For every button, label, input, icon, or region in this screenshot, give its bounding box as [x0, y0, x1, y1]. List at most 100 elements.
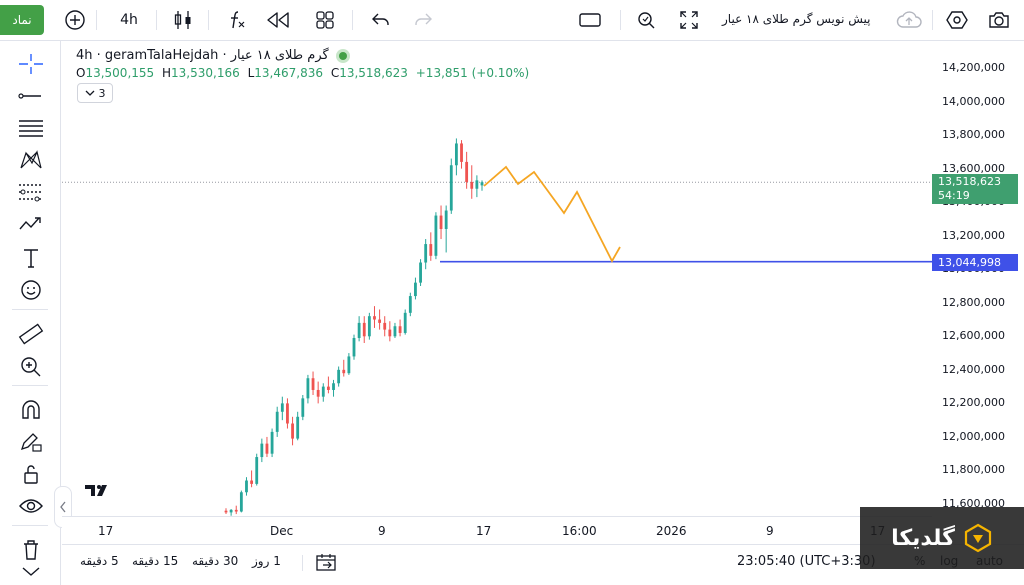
plus-circle-icon [65, 10, 85, 30]
candles-icon [174, 11, 191, 29]
candle-body [429, 244, 433, 256]
stay-in-drawing-tool[interactable] [15, 429, 47, 455]
candle-body [342, 369, 346, 374]
lock-drawings-tool[interactable] [15, 461, 47, 487]
indicators-collapse-button[interactable]: 3 [77, 83, 113, 103]
indicators-button[interactable] [224, 8, 250, 32]
forecast-tool[interactable] [15, 179, 47, 205]
price-tick-label: 13,800,000 [942, 128, 1005, 142]
save-cloud-button[interactable] [894, 8, 924, 32]
candle-body [245, 480, 248, 493]
hide-drawings-tool[interactable] [15, 493, 47, 519]
ruler-icon [18, 323, 44, 345]
smiley-icon [21, 280, 41, 300]
time-tick-label: 9 [378, 524, 386, 538]
price-tick-label: 12,600,000 [942, 329, 1005, 343]
layout-button[interactable] [312, 8, 338, 32]
price-tick-label: 13,600,000 [942, 161, 1005, 175]
pattern-tool[interactable] [15, 147, 47, 173]
text-tool[interactable] [15, 245, 47, 271]
candle-body [296, 416, 300, 439]
range-30-minute[interactable]: 30 دقیقه [192, 554, 239, 568]
pencil-lock-icon [20, 433, 42, 452]
price-tick-label: 12,000,000 [942, 429, 1005, 443]
snapshot-button[interactable] [986, 8, 1012, 32]
chevron-down-icon [22, 567, 40, 576]
zoom-in-tool[interactable] [15, 353, 47, 379]
calendar-icon [316, 554, 336, 571]
top-toolbar: نماد 4h پیش نویس گرم طلای ۱۸ عیار [0, 0, 1024, 41]
settings-button[interactable] [944, 8, 970, 32]
fullscreen-toggle-button[interactable] [576, 8, 604, 32]
magnet-icon [22, 400, 40, 419]
open-label: O [76, 66, 86, 80]
compare-symbol-button[interactable] [62, 8, 88, 32]
undo-button[interactable] [368, 8, 394, 32]
market-status-dot[interactable] [338, 51, 347, 60]
candle-body [326, 386, 330, 390]
chevron-left-icon [60, 501, 66, 513]
candle-body [255, 457, 259, 484]
candle-body [301, 398, 305, 417]
candle-body [414, 282, 417, 297]
fib-tool[interactable] [15, 115, 47, 141]
symbol-search-button[interactable]: نماد [0, 5, 44, 35]
goldika-logo-icon [964, 523, 992, 553]
icon-tool[interactable] [15, 277, 47, 303]
toolbar-more-button[interactable] [15, 559, 47, 585]
candle-body [270, 431, 274, 454]
candle-body [408, 296, 412, 313]
redo-icon [415, 13, 432, 25]
brush-tool[interactable] [15, 211, 47, 237]
replay-button[interactable] [264, 8, 292, 32]
candle-body [362, 322, 366, 337]
candle-body [316, 389, 320, 397]
crosshair-tool[interactable] [15, 51, 47, 77]
interval-button[interactable]: 4h [120, 12, 138, 28]
candle-body [454, 143, 458, 166]
candle-body [321, 386, 325, 397]
last-price-value: 13,518,623 [938, 175, 1001, 189]
price-tick-label: 14,000,000 [942, 94, 1005, 108]
candle-body [332, 383, 335, 390]
remove-drawings-tool[interactable] [15, 537, 47, 563]
chart-type-button[interactable] [170, 8, 196, 32]
drawing-toolbar [0, 41, 61, 585]
candle-body [419, 262, 422, 283]
chevron-down-icon [85, 90, 94, 96]
timezone-clock[interactable]: 23:05:40 (UTC+3:30) [737, 554, 876, 569]
indicator-count: 3 [98, 86, 106, 100]
magnet-tool[interactable] [15, 397, 47, 423]
candle-body [357, 322, 361, 338]
zigzag-arrow-icon [19, 217, 41, 230]
tradingview-logo[interactable] [80, 478, 114, 502]
price-chart[interactable] [62, 41, 932, 516]
price-axis[interactable]: 14,200,000 14,000,000 13,800,000 13,600,000… [932, 41, 1024, 516]
range-15-minute[interactable]: 15 دقیقه [132, 554, 179, 568]
line-icon [18, 93, 41, 99]
text-icon [24, 249, 38, 268]
ohlc-legend: O13,500,155 H13,530,166 L13,467,836 C13,… [76, 66, 529, 80]
crosshair-icon [19, 54, 43, 74]
candle-body [480, 182, 484, 186]
measure-tool[interactable] [15, 321, 47, 347]
goto-date-button[interactable] [314, 552, 338, 576]
candle-body [234, 509, 238, 512]
change-value: +13,851 (+0.10%) [415, 66, 530, 80]
trend-line-tool[interactable] [15, 83, 47, 109]
candle-body [398, 326, 402, 333]
redo-button[interactable] [410, 8, 436, 32]
magic-search-icon [638, 12, 655, 29]
function-icon [231, 11, 245, 29]
low-value: 13,467,836 [254, 66, 323, 80]
maximize-button[interactable] [676, 8, 702, 32]
dotted-lines-icon [19, 184, 43, 202]
trash-icon [24, 540, 38, 560]
range-5-minute[interactable]: 5 دقیقه [80, 554, 119, 568]
alert-button[interactable] [632, 8, 658, 32]
brand-watermark: گلدیکا [860, 507, 1024, 569]
range-1-day[interactable]: 1 روز [252, 554, 281, 568]
bar-countdown: 54:19 [938, 189, 970, 203]
hexagon-settings-icon [946, 11, 968, 29]
